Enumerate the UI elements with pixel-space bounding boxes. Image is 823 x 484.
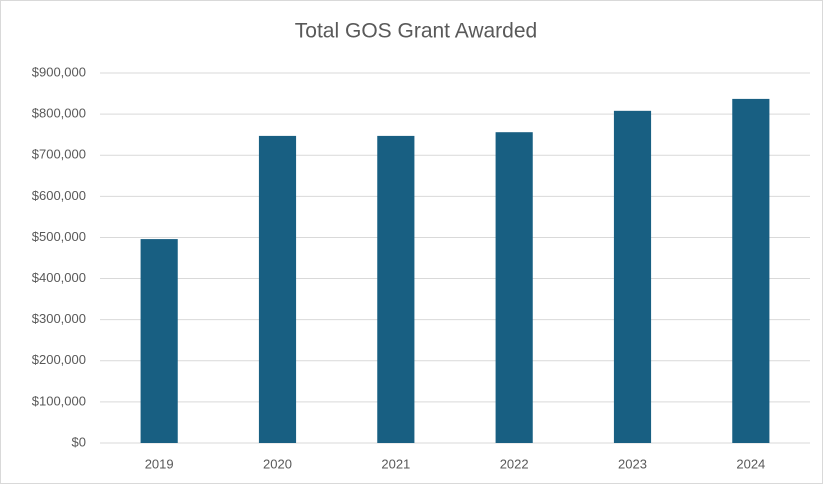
y-tick-label: $300,000 (32, 311, 86, 326)
chart-title: Total GOS Grant Awarded (295, 20, 537, 43)
x-tick-label: 2021 (381, 456, 410, 471)
bar (613, 110, 652, 444)
y-tick-label: $0 (72, 434, 86, 449)
y-tick-label: $900,000 (32, 64, 86, 79)
bar (140, 239, 178, 443)
bar (377, 135, 415, 443)
x-tick-label: 2020 (263, 456, 292, 471)
y-tick-label: $500,000 (32, 229, 86, 244)
x-tick-label: 2022 (500, 456, 529, 471)
y-tick-label: $800,000 (32, 106, 86, 121)
y-tick-label: $600,000 (32, 188, 86, 203)
x-tick-label: 2019 (145, 456, 174, 471)
x-tick-label: 2024 (736, 456, 765, 471)
x-tick-label: 2023 (618, 456, 647, 471)
y-tick-label: $700,000 (32, 147, 86, 162)
bar (495, 132, 533, 443)
y-tick-label: $400,000 (32, 270, 86, 285)
y-tick-label: $100,000 (32, 393, 86, 408)
bar (258, 135, 297, 443)
bar (732, 98, 770, 444)
y-tick-label: $200,000 (32, 352, 86, 367)
